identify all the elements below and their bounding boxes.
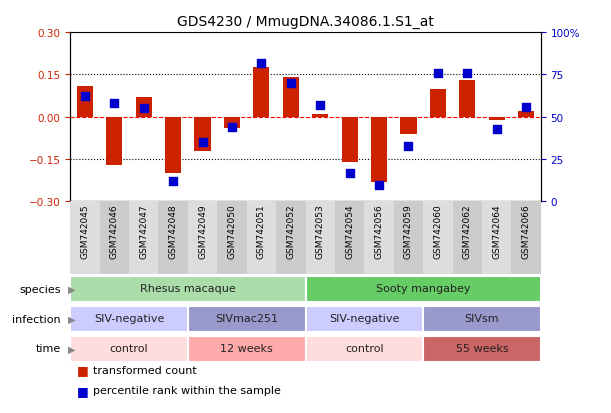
Text: SIVmac251: SIVmac251 (215, 313, 278, 323)
Text: 55 weeks: 55 weeks (456, 343, 508, 353)
Point (315, 102, 325, 109)
Bar (70, 306, 188, 332)
Point (403, 143, 413, 150)
Text: ■: ■ (76, 363, 88, 376)
Text: GSM742064: GSM742064 (492, 204, 501, 259)
Bar (188, 336, 306, 362)
Text: Sooty mangabey: Sooty mangabey (376, 283, 470, 294)
Bar (423, 202, 453, 274)
Text: control: control (110, 343, 148, 353)
Bar (342, 118, 357, 163)
Text: infection: infection (12, 314, 61, 324)
Bar (335, 202, 364, 274)
Bar (393, 202, 423, 274)
Point (345, 170, 354, 176)
Point (139, 106, 148, 112)
Text: SIVsm: SIVsm (464, 313, 499, 323)
Point (521, 104, 531, 111)
Text: GSM742060: GSM742060 (433, 204, 442, 259)
Point (109, 101, 119, 107)
Bar (106, 118, 122, 165)
Point (374, 182, 384, 188)
Point (463, 70, 472, 77)
Bar (283, 78, 299, 118)
Title: GDS4230 / MmugDNA.34086.1.S1_at: GDS4230 / MmugDNA.34086.1.S1_at (177, 15, 434, 29)
Bar (70, 336, 188, 362)
Text: ▶: ▶ (68, 344, 75, 354)
Point (168, 178, 178, 185)
Bar (518, 112, 534, 118)
Text: GSM742051: GSM742051 (257, 204, 266, 259)
Text: GSM742047: GSM742047 (139, 204, 148, 259)
Bar (364, 202, 393, 274)
Point (286, 81, 296, 87)
Bar (165, 118, 181, 174)
Text: time: time (36, 344, 61, 354)
Bar (306, 276, 541, 302)
Text: species: species (20, 284, 61, 294)
Bar (306, 202, 335, 274)
Text: GSM742045: GSM742045 (81, 204, 89, 259)
Bar (218, 202, 247, 274)
Bar (77, 87, 93, 118)
Text: SIV-negative: SIV-negative (94, 313, 164, 323)
Text: GSM742056: GSM742056 (375, 204, 384, 259)
Bar (430, 89, 446, 118)
Bar (306, 306, 423, 332)
Text: ▶: ▶ (68, 314, 75, 324)
Bar (511, 202, 541, 274)
Bar (312, 115, 328, 118)
Text: ■: ■ (76, 384, 88, 397)
Bar (224, 118, 240, 129)
Point (492, 126, 502, 133)
Text: GSM742052: GSM742052 (287, 204, 295, 259)
Bar (194, 118, 211, 151)
Bar (371, 118, 387, 182)
Bar (70, 276, 306, 302)
Text: GSM742066: GSM742066 (522, 204, 530, 259)
Bar (306, 336, 423, 362)
Text: 12 weeks: 12 weeks (221, 343, 273, 353)
Bar (70, 202, 100, 274)
Bar (188, 202, 218, 274)
Point (227, 124, 237, 131)
Bar (129, 202, 158, 274)
Bar (489, 118, 505, 120)
Point (80, 94, 90, 100)
Text: GSM742050: GSM742050 (227, 204, 236, 259)
Text: GSM742048: GSM742048 (169, 204, 178, 259)
Bar (247, 202, 276, 274)
Point (433, 70, 443, 77)
Bar (453, 202, 482, 274)
Bar (188, 306, 306, 332)
Text: transformed count: transformed count (93, 365, 197, 375)
Bar (423, 306, 541, 332)
Text: GSM742053: GSM742053 (316, 204, 324, 259)
Text: Rhesus macaque: Rhesus macaque (140, 283, 236, 294)
Point (198, 140, 208, 146)
Bar (423, 336, 541, 362)
Text: percentile rank within the sample: percentile rank within the sample (93, 385, 281, 395)
Bar (158, 202, 188, 274)
Text: GSM742059: GSM742059 (404, 204, 413, 259)
Text: GSM742046: GSM742046 (110, 204, 119, 259)
Text: ▶: ▶ (68, 284, 75, 294)
Bar (400, 118, 417, 134)
Text: GSM742049: GSM742049 (198, 204, 207, 259)
Text: SIV-negative: SIV-negative (329, 313, 400, 323)
Text: GSM742062: GSM742062 (463, 204, 472, 259)
Text: GSM742054: GSM742054 (345, 204, 354, 259)
Bar (276, 202, 306, 274)
Point (257, 60, 266, 67)
Bar (482, 202, 511, 274)
Text: control: control (345, 343, 384, 353)
Bar (459, 81, 475, 118)
Bar (254, 68, 269, 118)
Bar (136, 98, 152, 118)
Bar (100, 202, 129, 274)
